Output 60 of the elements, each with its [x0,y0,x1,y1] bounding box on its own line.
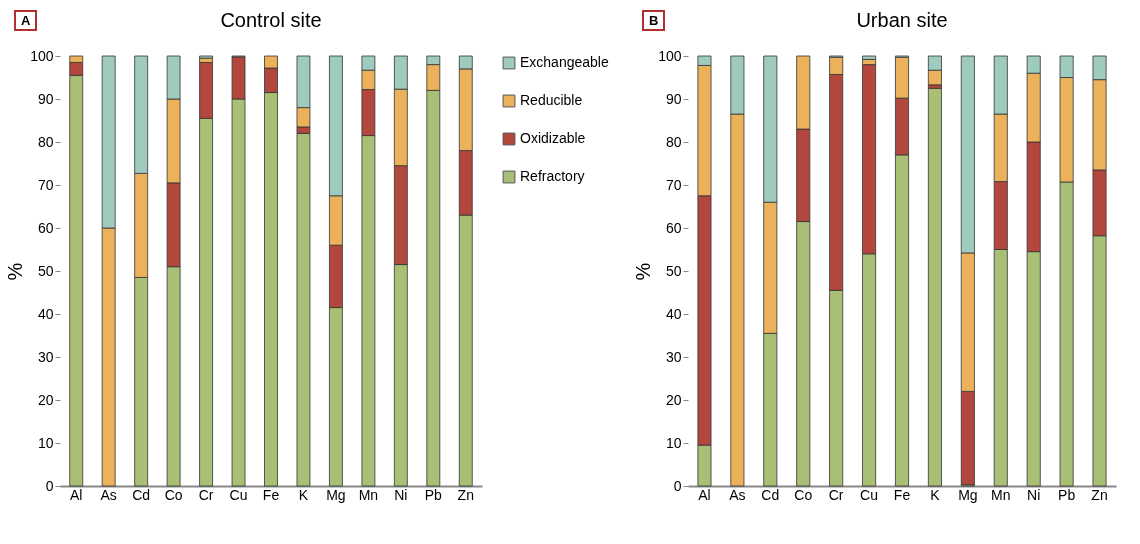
x-tick-label: Ni [394,486,408,503]
x-tick-label: Mg [326,486,346,503]
y-tick-label: 10 [37,434,54,451]
y-tick-label: 40 [665,305,682,322]
x-tick-label: K [298,486,309,503]
legend-label: Oxidizable [520,130,586,146]
x-tick-label: K [930,486,941,503]
x-tick-label: Cd [761,486,780,503]
x-tick-label: Al [698,486,711,503]
x-tick-label: Cr [828,486,844,503]
x-tick-label: Zn [1091,486,1108,503]
y-tick-label: 50 [665,262,682,279]
text: A [14,10,38,31]
x-tick-label: Fe [262,486,280,503]
y-tick-label: 50 [37,262,54,279]
legend-label: Exchangeable [520,54,609,70]
y-tick-label: 70 [37,176,54,193]
x-tick-label: Mn [991,486,1011,503]
legend-label: Reducible [520,92,583,108]
y-tick-label: 30 [665,348,682,365]
y-tick-label: 40 [37,305,54,322]
y-tick-label: 0 [45,477,54,494]
x-tick-label: Al [70,486,83,503]
y-tick-label: 0 [673,477,682,494]
x-tick-label: Cd [132,486,151,503]
x-tick-label: Pb [424,486,443,503]
x-tick-label: Co [164,486,183,503]
y-tick-label: 70 [665,176,682,193]
y-tick-label: 100 [30,47,54,64]
y-tick-label: 20 [37,391,54,408]
legend-label: Refractory [520,168,585,184]
y-tick-label: 10 [665,434,682,451]
x-tick-label: Cu [860,486,879,503]
y-tick-label: 90 [37,90,54,107]
x-tick-label: Pb [1058,486,1076,503]
y-axis-title: % [4,262,27,281]
x-tick-label: Cr [198,486,214,503]
x-tick-label: Cu [229,486,248,503]
y-tick-label: 80 [37,133,54,150]
x-tick-label: Fe [893,486,911,503]
y-tick-label: 20 [665,391,682,408]
x-tick-label: Mn [358,486,379,503]
y-tick-label: 60 [37,219,54,236]
x-tick-label: Mg [958,486,978,503]
chart-title: Control site [220,9,322,31]
y-tick-label: 80 [665,133,682,150]
x-tick-label: Zn [457,486,474,503]
x-tick-label: Ni [1027,486,1041,503]
chart-title: Urban site [856,9,948,31]
y-tick-label: 30 [37,348,54,365]
text: B [642,10,666,31]
x-tick-label: As [100,486,117,503]
y-tick-label: 60 [665,219,682,236]
bar [927,87,942,487]
x-tick-label: Co [794,486,813,503]
x-tick-label: As [729,486,746,503]
y-tick-label: 90 [665,90,682,107]
bar [199,55,213,59]
y-axis-title: % [632,262,655,281]
y-tick-label: 100 [658,47,682,64]
